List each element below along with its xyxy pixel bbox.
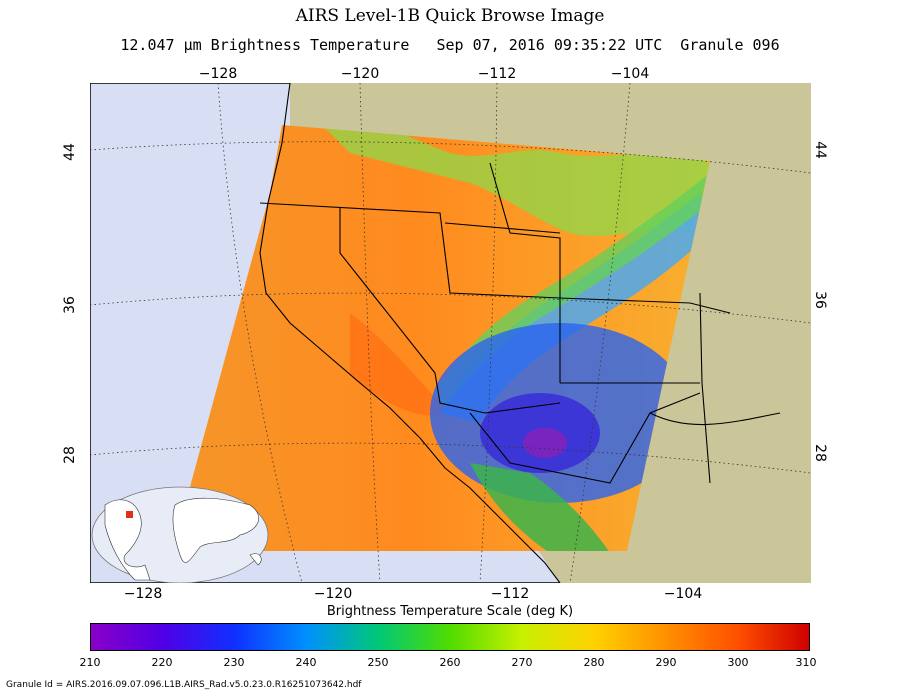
- lon-tick-bottom-104: −104: [663, 586, 703, 602]
- lat-tick-right-36: 36: [812, 291, 828, 309]
- scale-tick-230: 230: [223, 656, 245, 669]
- swath-location-marker: [126, 511, 133, 518]
- graticule: [90, 83, 811, 583]
- lon-tick-top-112: −112: [477, 66, 517, 82]
- scale-tick-270: 270: [511, 656, 533, 669]
- granule-id: Granule Id = AIRS.2016.09.07.096.L1B.AIR…: [6, 680, 362, 690]
- scale-tick-280: 280: [583, 656, 605, 669]
- lat-tick-left-36: 36: [62, 296, 78, 314]
- scale-tick-240: 240: [295, 656, 317, 669]
- warm-desert-band: [350, 313, 450, 416]
- cloud-band-north: [320, 125, 710, 236]
- lat-tick-left-44: 44: [62, 143, 78, 161]
- lat-tick-right-28: 28: [812, 444, 828, 462]
- lon-tick-bottom-128: −128: [123, 586, 163, 602]
- scale-title: Brightness Temperature Scale (deg K): [326, 604, 574, 619]
- scale-tick-290: 290: [655, 656, 677, 669]
- storm-core: [523, 428, 567, 458]
- lon-tick-top-120: −120: [340, 66, 380, 82]
- scale-tick-220: 220: [151, 656, 173, 669]
- lon-tick-bottom-112: −112: [490, 586, 530, 602]
- scale-tick-260: 260: [439, 656, 461, 669]
- lon-tick-top-128: −128: [198, 66, 238, 82]
- boundaries: [259, 83, 781, 583]
- scale-tick-300: 300: [727, 656, 749, 669]
- storm-tail: [470, 463, 610, 553]
- image-title: AIRS Level-1B Quick Browse Image: [295, 6, 605, 26]
- scale-tick-250: 250: [367, 656, 389, 669]
- lat-tick-left-28: 28: [62, 446, 78, 464]
- lat-tick-right-44: 44: [812, 141, 828, 159]
- scale-tick-210: 210: [79, 656, 101, 669]
- cloud-arc-green: [435, 173, 710, 408]
- temperature-colorbar: [90, 623, 810, 651]
- scale-tick-310: 310: [795, 656, 817, 669]
- image-subtitle: 12.047 µm Brightness Temperature Sep 07,…: [120, 36, 780, 54]
- world-inset: [91, 486, 269, 583]
- map-panel: [90, 83, 811, 583]
- lon-tick-bottom-120: −120: [313, 586, 353, 602]
- lon-tick-top-104: −104: [610, 66, 650, 82]
